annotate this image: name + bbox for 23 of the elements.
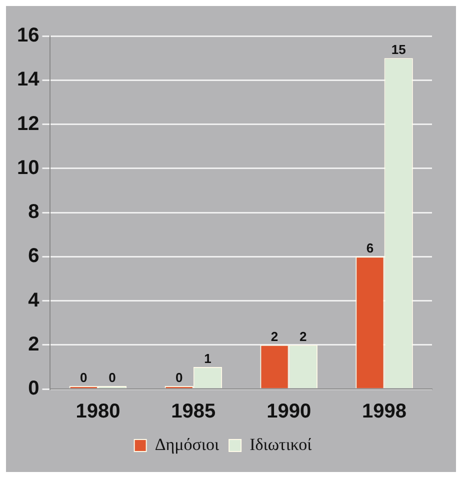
data-label: 6 — [366, 240, 374, 256]
y-tick-label: 8 — [28, 201, 40, 224]
y-tick-label: 12 — [16, 112, 40, 135]
legend-label: Δημόσιοι — [154, 434, 220, 454]
data-label: 0 — [108, 370, 116, 386]
y-tick-label: 4 — [28, 289, 40, 312]
x-tick-label: 1985 — [171, 400, 216, 423]
y-tick-label: 2 — [28, 333, 40, 356]
y-tick-label: 0 — [28, 378, 40, 400]
data-label: 0 — [80, 370, 88, 386]
data-label: 15 — [391, 42, 406, 58]
x-tick-label: 1998 — [362, 400, 407, 423]
y-tick-label: 10 — [16, 156, 40, 179]
y-tick-label: 16 — [16, 24, 40, 47]
data-label: 2 — [270, 328, 278, 344]
data-label: 0 — [175, 370, 183, 386]
y-tick-label: 6 — [28, 245, 40, 268]
legend-label: Ιδιωτικοί — [250, 434, 312, 454]
x-tick-label: 1980 — [76, 400, 120, 423]
data-label: 2 — [300, 328, 307, 344]
data-label: 1 — [204, 351, 212, 366]
y-tick-label: 14 — [16, 68, 40, 91]
x-tick-label: 1990 — [266, 400, 312, 423]
